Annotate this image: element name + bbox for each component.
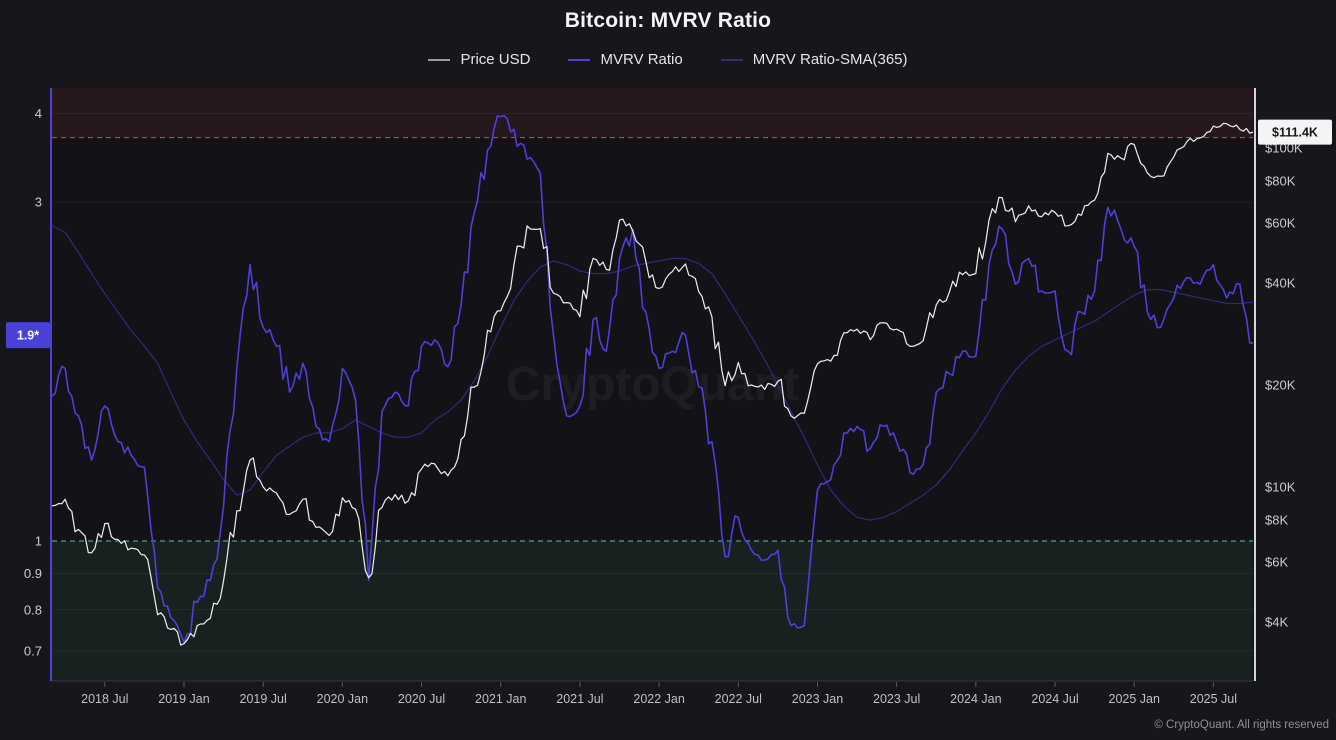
left-tick-label: 0.7 [24, 643, 42, 658]
x-tick-label: 2022 Jan [633, 692, 684, 706]
watermark-text: CryptoQuant [506, 358, 799, 411]
right-tick-label: $8K [1265, 512, 1288, 527]
left-tick-label: 0.8 [24, 602, 42, 617]
x-tick-label: 2023 Jul [873, 692, 920, 706]
chart-legend: Price USD MVRV Ratio MVRV Ratio-SMA(365) [0, 51, 1336, 68]
sma-line-swatch-icon [720, 58, 743, 61]
right-tick-label: $80K [1265, 173, 1296, 188]
left-tick-label: 4 [35, 106, 42, 121]
svg-text:1.9*: 1.9* [17, 329, 39, 343]
price-usd-line [51, 122, 1254, 646]
copyright-text: © CryptoQuant. All rights reserved [1154, 719, 1329, 731]
right-tick-label: $40K [1265, 275, 1296, 290]
right-axis-labels: $100K$80K$60K$40K$20K$10K$8K$6K$4K [1265, 141, 1303, 630]
legend-item-mvrv-ratio[interactable]: MVRV Ratio [568, 51, 683, 68]
x-tick-label: 2021 Jul [556, 692, 603, 706]
left-tick-label: 1 [35, 534, 42, 549]
x-tick-label: 2022 Jul [715, 692, 762, 706]
undervalued-band [52, 541, 1253, 681]
current-price-badge: $111.4K [1258, 119, 1332, 145]
mvrv-line-swatch-icon [568, 58, 591, 61]
x-tick-label: 2021 Jan [475, 692, 526, 706]
x-axis-labels: 2018 Jul 2019 Jan 2019 Jul 2020 Jan 2020 Jul… [81, 682, 1237, 706]
current-mvrv-badge: 1.9* [6, 322, 50, 349]
x-tick-label: 2020 Jul [398, 692, 445, 706]
x-tick-label: 2019 Jan [158, 692, 209, 706]
price-line-swatch-icon [428, 58, 451, 61]
x-tick-label: 2024 Jul [1031, 692, 1078, 706]
overvalued-band [52, 88, 1253, 138]
left-tick-label: 3 [35, 195, 42, 210]
x-tick-label: 2018 Jul [81, 692, 128, 706]
x-tick-label: 2024 Jan [950, 692, 1001, 706]
svg-text:$111.4K: $111.4K [1272, 126, 1318, 140]
right-tick-label: $6K [1265, 555, 1288, 570]
x-tick-label: 2020 Jan [317, 692, 368, 706]
x-tick-label: 2019 Jul [240, 692, 287, 706]
x-tick-label: 2025 Jan [1109, 692, 1160, 706]
left-tick-label: 0.9 [24, 566, 42, 581]
legend-label: Price USD [460, 51, 531, 68]
mvrv-sma-line [51, 225, 1254, 521]
right-tick-label: $20K [1265, 377, 1296, 392]
legend-label: MVRV Ratio [600, 51, 683, 68]
mvrv-ratio-line [51, 114, 1254, 644]
x-tick-label: 2023 Jan [792, 692, 843, 706]
right-tick-label: $10K [1265, 480, 1296, 495]
legend-label: MVRV Ratio-SMA(365) [752, 51, 908, 68]
legend-item-price-usd[interactable]: Price USD [428, 51, 530, 68]
right-tick-label: $4K [1265, 614, 1288, 629]
horizontal-gridlines [52, 113, 1253, 652]
left-axis-labels: 4 3 1 0.9 0.8 0.7 [24, 106, 42, 658]
right-tick-label: $60K [1265, 216, 1296, 231]
x-tick-label: 2025 Jul [1190, 692, 1237, 706]
legend-item-mvrv-sma[interactable]: MVRV Ratio-SMA(365) [720, 51, 908, 68]
chart-title: Bitcoin: MVRV Ratio [564, 9, 772, 32]
plot-background [52, 88, 1253, 681]
